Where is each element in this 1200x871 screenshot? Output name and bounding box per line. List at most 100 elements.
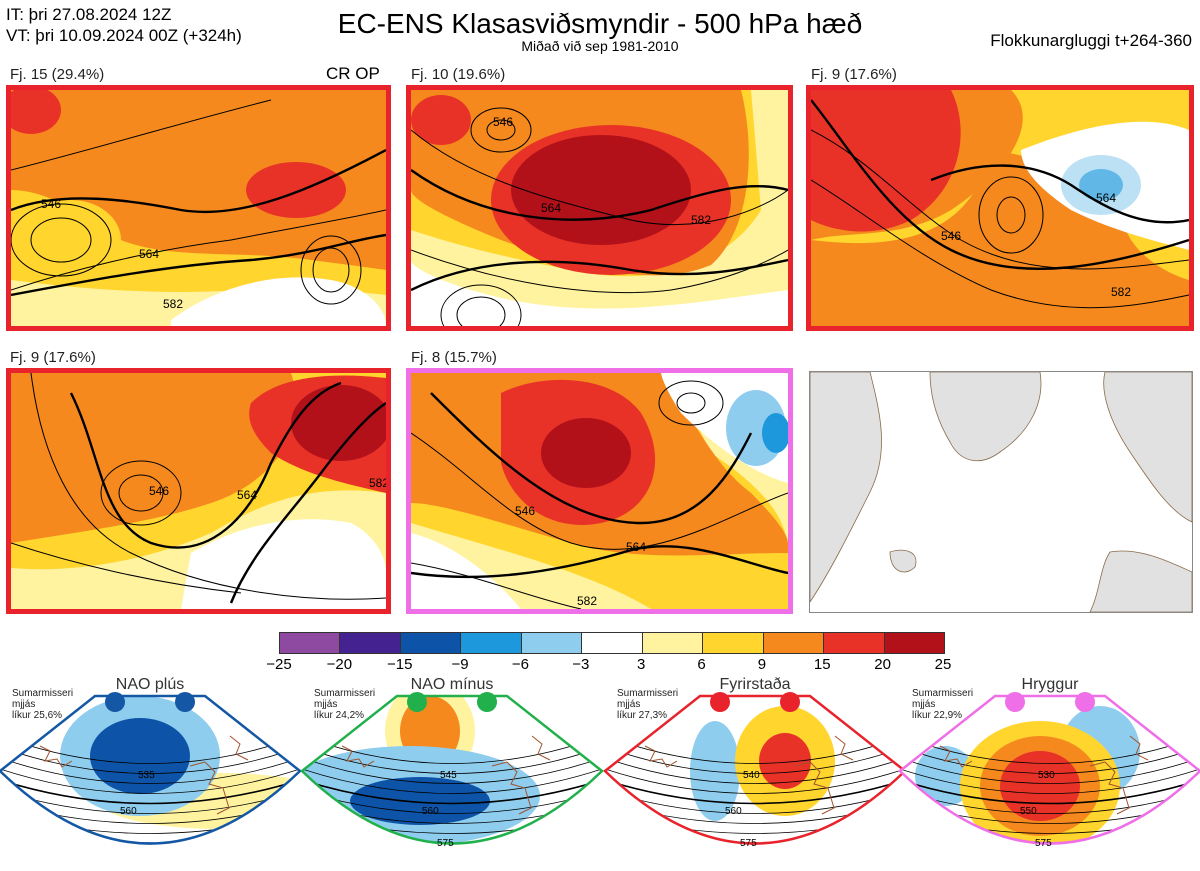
regime-fans: 535 560 545 560 575 540 560 575 530 550 575 — [0, 694, 1200, 849]
regime-marker-dot — [407, 692, 427, 712]
initial-time: IT: þri 27.08.2024 12Z — [6, 5, 172, 24]
regime-note-line: líkur 27,3% — [617, 710, 668, 721]
cluster-map-1-graphic: 546 564 582 — [11, 90, 386, 326]
colorbar-swatch — [884, 633, 944, 653]
colorbar-tick-label: −20 — [326, 656, 353, 673]
colorbar-swatch — [461, 633, 522, 653]
regime-contour-label: 545 — [440, 770, 457, 781]
colorbar-tick-label: −25 — [266, 656, 292, 673]
panel-5-contour-564: 564 — [626, 540, 646, 554]
regime-name: NAO plús — [115, 676, 185, 693]
colorbar-tick-label: 3 — [637, 656, 646, 673]
empty-base-map — [809, 371, 1193, 613]
panel-1-contour-564: 564 — [139, 247, 159, 261]
cluster-map-2[interactable]: 546 564 582 — [406, 85, 793, 331]
panel-3-label: Fj. 9 (17.6%) — [811, 66, 897, 83]
regime-contour-label: 575 — [1035, 838, 1052, 849]
cluster-map-3-graphic: 546 564 582 — [811, 90, 1189, 326]
regime-contour-label: 560 — [422, 806, 439, 817]
regime-contour-label: 530 — [1038, 770, 1055, 781]
colorbar-swatch — [642, 633, 704, 653]
regime-note: Sumarmisseri mjjás líkur 22,9% — [912, 688, 973, 721]
colorbar-swatch — [340, 633, 401, 653]
regime-contour-label: 575 — [437, 838, 454, 849]
colorbar-tick-label: −15 — [386, 656, 413, 673]
colorbar-swatch — [824, 633, 885, 653]
colorbar-tick-label: 9 — [757, 656, 767, 673]
regime-contour-label: 560 — [725, 806, 742, 817]
cluster-map-5[interactable]: 546 564 582 — [406, 368, 793, 614]
regime-name: Fyrirstaða — [719, 676, 791, 693]
panel-4-contour-582: 582 — [369, 476, 386, 490]
panel-1-label: Fj. 15 (29.4%) — [10, 66, 105, 83]
regime-note-line: Sumarmisseri — [314, 688, 376, 699]
regime-contour-label: 535 — [138, 770, 155, 781]
panel-3-contour-582: 582 — [1111, 285, 1131, 299]
panel-2-label: Fj. 10 (19.6%) — [411, 66, 506, 83]
colorbar-swatch — [582, 633, 643, 653]
regime-contour-label: 550 — [1020, 806, 1037, 817]
colorbar-tick-label: −3 — [572, 656, 590, 673]
classification-window: Flokkunargluggi t+264-360 — [990, 31, 1192, 50]
regime-note-line: líkur 22,9% — [912, 710, 963, 721]
regime-contour-label: 575 — [740, 838, 757, 849]
colorbar-swatch — [763, 633, 825, 653]
regime-note-line: mjjás — [314, 699, 338, 710]
cluster-map-4-graphic: 546 564 582 — [11, 373, 386, 609]
colorbar-tick-label: 25 — [934, 656, 952, 673]
regime-note-line: mjjás — [912, 699, 936, 710]
regime-note-line: Sumarmisseri — [617, 688, 679, 699]
regime-row: 535 560 545 560 575 540 560 575 530 550 575 NAO plú… — [0, 676, 1200, 871]
colorbar-swatch — [280, 633, 341, 653]
panel-2-contour-564: 564 — [541, 201, 561, 215]
panel-1-contour-546: 546 — [41, 197, 61, 211]
panel-4-contour-564: 564 — [237, 488, 257, 502]
colorbar-tick-label: 15 — [813, 656, 831, 673]
colorbar-ticks: −25 −20 −15 −9 −6 −3 3 6 9 15 20 25 — [266, 656, 951, 674]
cluster-map-4[interactable]: 546 564 582 — [6, 368, 391, 614]
header-left: IT: þri 27.08.2024 12Z VT: þri 10.09.202… — [6, 4, 242, 46]
regime-marker-dot — [175, 692, 195, 712]
regime-marker-dot — [1075, 692, 1095, 712]
regime-marker-dot — [477, 692, 497, 712]
panel-5-contour-546: 546 — [515, 504, 535, 518]
panel-3-contour-564: 564 — [1096, 191, 1116, 205]
page-title: EC-ENS Klasasviðsmyndir - 500 hPa hæð — [337, 8, 863, 39]
cluster-map-3[interactable]: 546 564 582 — [806, 85, 1194, 331]
panel-4-contour-546: 546 — [149, 484, 169, 498]
panel-3-contour-546: 546 — [941, 229, 961, 243]
colorbar-swatch — [400, 633, 462, 653]
cluster-map-5-graphic: 546 564 582 — [411, 373, 788, 609]
panel-5-contour-582: 582 — [577, 594, 597, 608]
regime-contour-label: 540 — [743, 770, 760, 781]
empty-base-map-graphic — [810, 372, 1192, 612]
colorbar-tick-label: −6 — [511, 656, 529, 673]
regime-marker-dot — [780, 692, 800, 712]
panel-1-op-marker: CR OP — [326, 64, 380, 83]
page-subtitle: Miðað við sep 1981-2010 — [521, 38, 679, 54]
cluster-map-1[interactable]: 546 564 582 — [6, 85, 391, 331]
regime-name: Hryggur — [1021, 676, 1079, 693]
regime-note: Sumarmisseri mjjás líkur 24,2% — [314, 688, 375, 721]
regime-note-line: líkur 25,6% — [12, 710, 63, 721]
colorbar-tick-label: 6 — [697, 656, 706, 673]
regime-contour-label: 560 — [120, 806, 137, 817]
panel-4-label: Fj. 9 (17.6%) — [10, 349, 96, 366]
regime-note: Sumarmisseri mjjás líkur 25,6% — [12, 688, 73, 721]
regime-marker-dot — [710, 692, 730, 712]
colorbar-swatch — [703, 633, 764, 653]
colorbar-swatch — [521, 633, 583, 653]
regime-note-line: líkur 24,2% — [314, 710, 365, 721]
regime-note-line: mjjás — [12, 699, 36, 710]
panel-1-contour-582: 582 — [163, 297, 183, 311]
colorbar-tick-label: −9 — [451, 656, 469, 673]
colorbar-tick-label: 20 — [874, 656, 891, 673]
regime-marker-dot — [105, 692, 125, 712]
regime-name: NAO mínus — [410, 676, 494, 693]
anomaly-colorbar — [279, 632, 945, 654]
regime-note-line: Sumarmisseri — [912, 688, 974, 699]
regime-note-line: mjjás — [617, 699, 641, 710]
regime-note: Sumarmisseri mjjás líkur 27,3% — [617, 688, 678, 721]
regime-note-line: Sumarmisseri — [12, 688, 74, 699]
cluster-map-2-graphic: 546 564 582 — [411, 90, 788, 326]
